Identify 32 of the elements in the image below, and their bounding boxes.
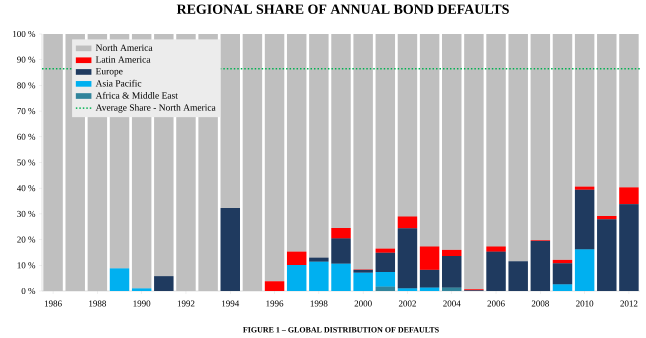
x-tick-label: 2000: [354, 300, 372, 307]
y-tick-label: 70 %: [17, 108, 36, 114]
x-tick-label: 2010: [576, 300, 594, 307]
x-tick-label: 2004: [443, 300, 461, 307]
x-tick-label: 1988: [89, 300, 106, 307]
legend-label: North America: [96, 44, 152, 51]
y-tick-label: 90 %: [17, 56, 36, 63]
y-tick-label: 10 %: [18, 262, 36, 268]
x-tick-label: 2002: [398, 300, 416, 307]
y-tick-label: 80 %: [17, 82, 36, 88]
x-tick-label: 1996: [266, 300, 284, 307]
x-tick-label: 2012: [620, 300, 638, 307]
x-tick-label: 1994: [222, 300, 240, 307]
legend-label: Asia Pacific: [96, 80, 142, 87]
legend-label: Europe: [96, 68, 123, 76]
y-tick-label: 60 %: [17, 134, 36, 140]
chart-title: REGIONAL SHARE OF ANNUAL BOND DEFAULTS: [176, 4, 509, 14]
legend-label: Africa & Middle East: [96, 92, 178, 99]
y-tick-label: 30 %: [17, 210, 36, 217]
legend-label: Average Share - North America: [96, 104, 216, 113]
x-tick-label: 1992: [178, 300, 194, 307]
x-tick-label: 1986: [44, 300, 62, 307]
y-tick-label: 40 %: [16, 185, 36, 192]
x-tick-label: 2006: [487, 300, 505, 307]
legend-label: Latin America: [96, 56, 150, 63]
x-tick-label: 2008: [532, 300, 549, 307]
y-tick-label: 50 %: [17, 159, 36, 166]
x-tick-label: 1990: [133, 300, 150, 307]
y-tick-label: 100 %: [13, 30, 36, 38]
y-tick-label: 0 %: [22, 288, 36, 294]
y-tick-label: 20 %: [17, 236, 36, 243]
x-tick-label: 1998: [310, 300, 328, 307]
